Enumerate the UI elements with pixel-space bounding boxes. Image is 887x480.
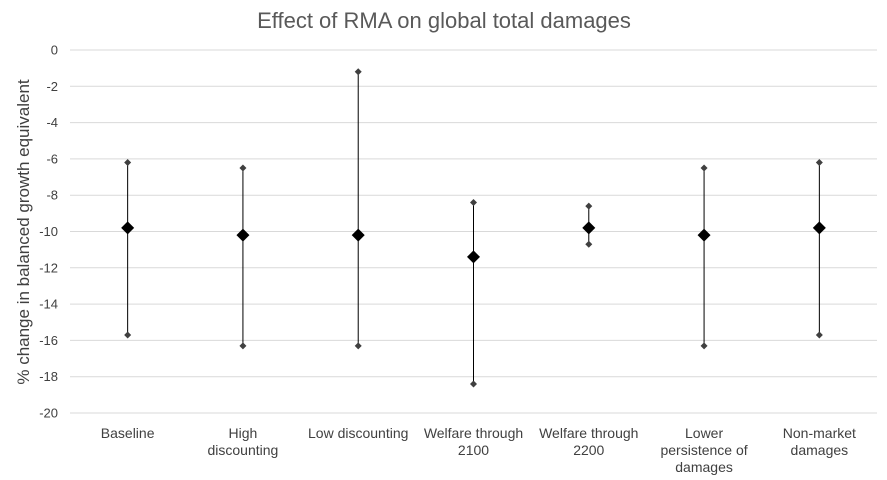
x-tick-label-line: Non-market	[783, 425, 856, 441]
x-tick-label: Low discounting	[308, 425, 408, 441]
x-tick-label-line: damages	[791, 442, 849, 458]
y-tick-label: -18	[39, 369, 58, 384]
y-tick-label: -12	[39, 260, 58, 275]
x-tick-label-line: discounting	[208, 442, 279, 458]
x-tick-label-line: Lower	[685, 425, 723, 441]
y-tick-labels: 0 -2 -4 -6 -8 -10 -12 -14 -16 -18 -20	[39, 43, 58, 421]
lower-bound-marker	[239, 342, 247, 350]
y-tick-label: -2	[46, 79, 58, 94]
x-tick-label: Welfare through 2200	[539, 425, 638, 458]
x-tick-label-line: 2200	[573, 442, 604, 458]
lower-bound-marker	[124, 331, 132, 339]
x-tick-label: Lower persistence of damages	[660, 425, 747, 475]
range-lines	[127, 71, 820, 384]
upper-bound-marker	[470, 198, 477, 206]
central-estimate-marker	[467, 250, 480, 264]
y-tick-label: 0	[51, 43, 58, 58]
lower-bound-marker	[470, 380, 477, 388]
central-estimate-marker	[582, 221, 596, 235]
y-tick-label: -10	[39, 224, 58, 239]
upper-bound-marker	[700, 164, 708, 172]
x-tick-label-line: Welfare through	[424, 425, 523, 441]
y-tick-label: -20	[39, 406, 58, 421]
x-tick-label-line: High	[229, 425, 258, 441]
upper-bound-marker	[354, 68, 362, 76]
central-estimate-marker	[697, 228, 711, 242]
lower-bound-marker	[354, 342, 362, 350]
upper-bound-marker	[815, 159, 823, 167]
x-tick-label: Baseline	[101, 425, 155, 441]
central-estimate-marker	[812, 221, 826, 235]
lower-bound-marker	[700, 342, 708, 350]
chart-title: Effect of RMA on global total damages	[257, 8, 631, 33]
x-tick-label-line: Baseline	[101, 425, 155, 441]
upper-bound-marker	[239, 164, 247, 172]
x-tick-label-line: Welfare through	[539, 425, 638, 441]
lower-bound-marker	[815, 331, 823, 339]
y-axis-label: % change in balanced growth equivalent	[14, 79, 33, 385]
x-tick-label-line: 2100	[458, 442, 489, 458]
central-estimate-marker	[236, 228, 250, 242]
x-tick-label-line: persistence of	[660, 442, 747, 458]
x-tick-label: Non-market damages	[783, 425, 856, 458]
y-tick-label: -4	[46, 115, 58, 130]
y-tick-label: -14	[39, 297, 58, 312]
central-estimate-marker	[351, 228, 365, 242]
x-tick-label-line: Low discounting	[308, 425, 408, 441]
central-estimate-marker	[121, 221, 135, 235]
upper-bound-marker	[124, 159, 132, 167]
x-tick-label-line: damages	[675, 459, 733, 475]
upper-bound-marker	[585, 202, 593, 210]
y-tick-label: -8	[46, 188, 58, 203]
x-tick-label: High discounting	[208, 425, 279, 458]
lower-bound-marker	[585, 240, 593, 248]
x-tick-label: Welfare through 2100	[424, 425, 523, 458]
x-tick-labels: Baseline High discounting Low discounting We…	[101, 425, 856, 475]
y-tick-label: -16	[39, 333, 58, 348]
data-markers	[121, 68, 826, 388]
y-tick-label: -6	[46, 151, 58, 166]
